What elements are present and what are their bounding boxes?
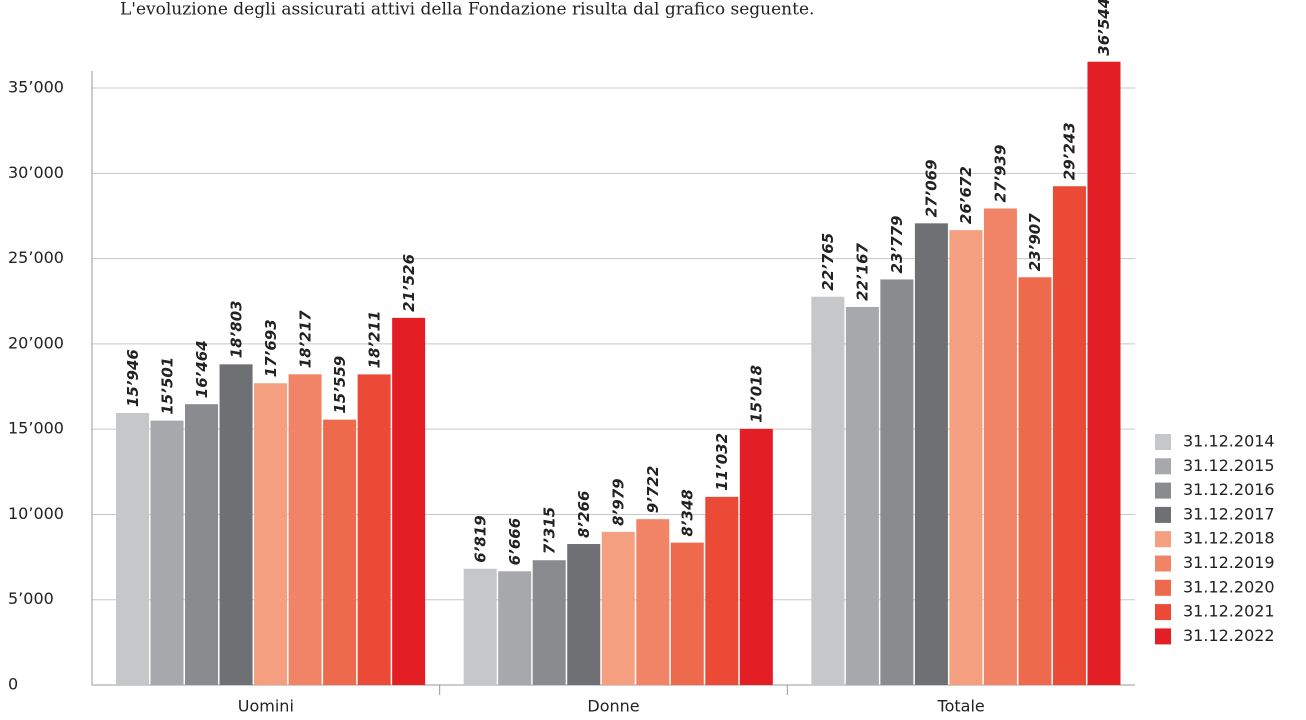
legend-label: 31.12.2017 xyxy=(1183,504,1275,523)
bar xyxy=(914,223,948,685)
value-label: 9’722 xyxy=(644,466,662,513)
legend-label: 31.12.2014 xyxy=(1183,432,1275,451)
y-tick-label: 25’000 xyxy=(8,248,64,267)
y-tick-label: 20’000 xyxy=(8,333,64,352)
x-tick-label: Uomini xyxy=(238,697,294,716)
value-label: 8’979 xyxy=(610,478,628,525)
bar xyxy=(739,428,773,685)
legend-swatch xyxy=(1155,506,1171,523)
value-label: 27’939 xyxy=(992,145,1010,203)
y-tick-label: 5’000 xyxy=(8,589,54,608)
value-label: 11’032 xyxy=(713,433,731,491)
bar xyxy=(670,542,704,685)
value-label: 16’464 xyxy=(193,340,211,398)
value-label: 15’018 xyxy=(748,365,766,423)
bar xyxy=(601,531,635,685)
value-label: 18’803 xyxy=(227,300,245,358)
y-tick-label: 10’000 xyxy=(8,504,64,523)
value-label: 21’526 xyxy=(400,254,418,312)
bar xyxy=(254,383,288,685)
bar xyxy=(811,296,845,685)
y-tick-label: 30’000 xyxy=(8,163,64,182)
bar xyxy=(150,420,184,685)
value-label: 22’167 xyxy=(854,242,872,300)
legend-swatch xyxy=(1155,579,1171,596)
legend-label: 31.12.2021 xyxy=(1183,602,1275,621)
value-label: 17’693 xyxy=(262,319,280,377)
bar xyxy=(116,413,150,685)
value-label: 8’266 xyxy=(575,491,593,538)
chart-subtitle: L'evoluzione degli assicurati attivi del… xyxy=(120,0,814,20)
bar xyxy=(498,571,532,685)
value-label: 18’211 xyxy=(365,311,383,369)
value-label: 15’559 xyxy=(331,356,349,414)
legend-swatch xyxy=(1155,555,1171,572)
y-tick-label: 35’000 xyxy=(8,78,64,97)
value-label: 36’544 xyxy=(1095,0,1113,56)
legend-label: 31.12.2016 xyxy=(1183,480,1275,499)
legend-label: 31.12.2022 xyxy=(1183,626,1275,645)
value-label: 15’501 xyxy=(158,357,176,415)
value-label: 26’672 xyxy=(957,166,975,224)
value-label: 6’819 xyxy=(471,515,489,562)
bar xyxy=(532,560,566,685)
value-label: 23’907 xyxy=(1026,213,1044,271)
bar xyxy=(949,230,983,685)
bar xyxy=(880,279,914,685)
bar xyxy=(1018,277,1052,685)
bar xyxy=(357,374,391,685)
value-label: 23’779 xyxy=(888,216,906,274)
x-tick-label: Donne xyxy=(587,697,639,716)
value-label: 15’946 xyxy=(124,349,142,407)
legend-swatch xyxy=(1155,531,1171,548)
bar xyxy=(705,496,739,685)
bar xyxy=(567,544,601,685)
legend-label: 31.12.2018 xyxy=(1183,529,1275,548)
value-label: 22’765 xyxy=(819,233,837,291)
legend-swatch xyxy=(1155,604,1171,621)
legend-swatch xyxy=(1155,458,1171,475)
value-label: 29’243 xyxy=(1061,122,1079,180)
value-label: 8’348 xyxy=(679,489,697,536)
bar xyxy=(983,208,1017,685)
bar xyxy=(1087,61,1121,685)
y-tick-label: 15’000 xyxy=(8,419,64,438)
value-label: 6’666 xyxy=(506,518,524,565)
value-label: 7’315 xyxy=(540,507,558,554)
legend-label: 31.12.2020 xyxy=(1183,577,1275,596)
legend-swatch xyxy=(1155,628,1171,645)
legend-label: 31.12.2015 xyxy=(1183,456,1275,475)
legend-swatch xyxy=(1155,434,1171,450)
bar xyxy=(392,317,426,685)
bar xyxy=(219,364,253,685)
legend-label: 31.12.2019 xyxy=(1183,553,1275,572)
x-tick-label: Totale xyxy=(937,697,985,716)
bar xyxy=(1052,186,1086,685)
bar xyxy=(323,419,357,685)
value-label: 18’217 xyxy=(296,310,314,368)
bar xyxy=(636,519,670,685)
bar xyxy=(463,568,497,685)
bar xyxy=(845,306,879,685)
bar xyxy=(185,404,219,685)
value-label: 27’069 xyxy=(923,159,941,217)
legend-swatch xyxy=(1155,482,1171,499)
y-tick-label: 0 xyxy=(8,675,18,694)
bar xyxy=(288,374,322,685)
